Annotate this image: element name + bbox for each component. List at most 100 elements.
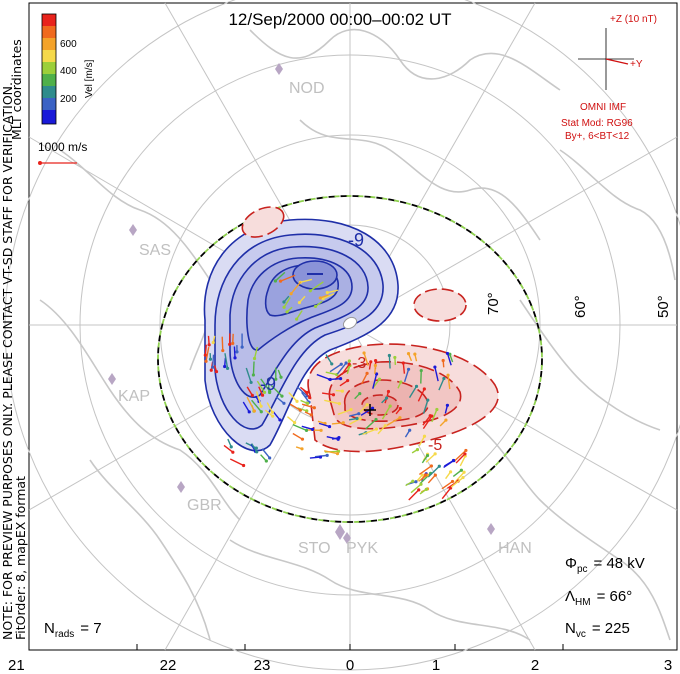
velocity-vector [427, 465, 440, 478]
velocity-vector-origin [309, 413, 313, 417]
nvc-value: = 225 [592, 620, 630, 637]
velocity-vector-origin [429, 464, 433, 468]
velocity-vector [246, 386, 253, 396]
velocity-vector-origin [357, 412, 361, 416]
contour-label-3: -3 [352, 355, 366, 372]
velocity-vector [246, 396, 256, 412]
velocity-vector-origin [247, 410, 251, 414]
velocity-vector-origin [255, 450, 259, 454]
velocity-vector-origin [231, 341, 235, 345]
velocity-vector-origin [358, 391, 362, 396]
velocity-vector [251, 443, 258, 453]
velocity-vector-origin [312, 406, 316, 410]
hm-boundary-green [157, 195, 543, 523]
coordinate-label: MLT coordinates [9, 39, 24, 140]
velocity-vector-origin [259, 404, 263, 408]
velocity-vector-origin [398, 416, 402, 420]
velocity-vector-origin [347, 359, 351, 363]
velocity-vector-origin [268, 390, 272, 395]
velocity-vector [288, 392, 298, 402]
station-label-sas: SAS [139, 242, 171, 259]
mlt-axis-labels: 21 22 23 0 1 2 3 [8, 657, 672, 674]
velocity-vector-origin [398, 406, 402, 411]
velocity-vector [386, 417, 401, 426]
velocity-vector [270, 385, 283, 397]
map-title: 12/Sep/2000 00:00–00:02 UT [228, 10, 451, 29]
velocity-vector-origin [318, 296, 322, 300]
positive-potential-cell [241, 206, 499, 453]
velocity-vector-origin [214, 369, 219, 374]
velocity-vector-origin [249, 380, 253, 385]
velocity-vector-origin [374, 417, 378, 422]
velocity-vector [318, 422, 330, 428]
velocity-vector [326, 436, 339, 440]
velocity-vector [331, 422, 344, 425]
velocity-vector-origin [406, 367, 411, 371]
velocity-vector-origin [203, 353, 207, 357]
reference-vector-label: 1000 m/s [38, 140, 87, 154]
velocity-vector [441, 480, 453, 490]
mlt-label-0: 0 [346, 657, 354, 674]
velocity-vector-origin [337, 402, 342, 406]
velocity-vectors [203, 271, 468, 501]
velocity-vector [459, 455, 466, 467]
scale-tick-400: 400 [60, 66, 77, 77]
velocity-vector-origin [211, 340, 215, 345]
mlt-label-22: 22 [160, 657, 177, 674]
velocity-vector-origin [325, 291, 329, 295]
velocity-vector-origin [282, 305, 286, 309]
svg-text:Φpc= 48 kV: Φpc = 48 kV [565, 555, 645, 575]
velocity-vector-origin [280, 394, 284, 398]
velocity-vector-origin [273, 279, 278, 283]
velocity-vector-origin [425, 453, 430, 458]
velocity-vector [377, 425, 386, 435]
velocity-vector-origin [240, 345, 244, 349]
station-label-sto: STO [298, 540, 331, 557]
velocity-vector-origin [450, 479, 455, 484]
latitude-label-50: 50° [655, 295, 672, 318]
velocity-vector [388, 355, 391, 369]
velocity-vector-origin [341, 421, 345, 425]
velocity-vector-origin [422, 434, 427, 438]
velocity-vector-origin [433, 365, 437, 369]
velocity-vector-origin [260, 393, 265, 397]
velocity-vector-origin [282, 300, 286, 304]
velocity-vector-origin [308, 289, 312, 293]
velocity-vector-origin [289, 292, 293, 296]
scale-label: Vel [m/s] [84, 59, 95, 98]
velocity-vector [422, 415, 431, 426]
mlt-label-2: 2 [531, 657, 539, 674]
velocity-vector [372, 373, 378, 389]
velocity-vector-origin [338, 377, 343, 381]
station-label-nod: NOD [289, 80, 325, 97]
velocity-vector-origin [393, 355, 397, 360]
station-label-han: HAN [498, 540, 532, 557]
velocity-vector [438, 378, 445, 391]
velocity-vector-origin [463, 452, 467, 456]
velocity-vector-origin [344, 361, 348, 365]
velocity-vector-origin [419, 482, 423, 486]
velocity-vector [204, 344, 207, 356]
velocity-vector-origin [268, 456, 272, 460]
velocity-vector-origin [250, 393, 254, 397]
velocity-vector-origin [235, 350, 239, 354]
velocity-vector [300, 278, 313, 283]
velocity-vector [418, 435, 426, 446]
station-label-pyk: PYK [346, 540, 378, 557]
velocity-vector [256, 380, 266, 393]
velocity-vector-origin [340, 389, 344, 393]
velocity-vector-origin [209, 368, 213, 372]
velocity-vector-origin [451, 458, 456, 463]
velocity-vector [447, 375, 451, 390]
velocity-vector [261, 448, 271, 459]
velocity-vector-origin [370, 406, 375, 410]
lambda-value: = 66° [597, 588, 633, 605]
velocity-vector-origin [423, 473, 428, 477]
velocity-vector-origin [300, 447, 304, 451]
velocity-vector-origin [433, 473, 437, 477]
velocity-vector-origin [330, 362, 334, 366]
velocity-vector-origin [346, 379, 350, 383]
velocity-vector-origin [223, 364, 227, 369]
station-label-gbr: GBR [187, 497, 222, 514]
